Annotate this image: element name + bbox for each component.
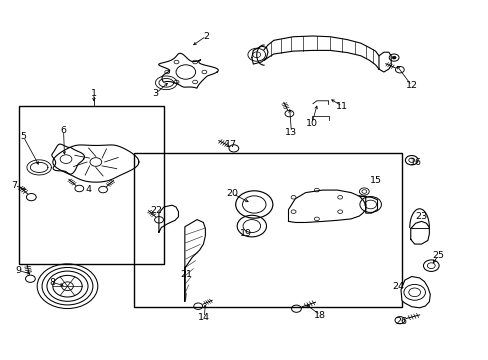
Text: 21: 21	[180, 270, 191, 279]
Circle shape	[391, 56, 395, 59]
Text: 1: 1	[91, 89, 97, 98]
Text: 20: 20	[226, 189, 238, 198]
Text: 11: 11	[336, 102, 347, 111]
Text: 19: 19	[239, 229, 251, 238]
Text: 2: 2	[203, 32, 209, 41]
Text: 18: 18	[314, 310, 325, 320]
Polygon shape	[400, 276, 429, 308]
Text: 13: 13	[285, 128, 297, 137]
Text: 26: 26	[394, 317, 406, 325]
Text: 15: 15	[369, 176, 381, 185]
Polygon shape	[184, 220, 205, 302]
Text: 12: 12	[405, 81, 417, 90]
Text: 4: 4	[86, 185, 92, 194]
Text: 8: 8	[50, 278, 56, 287]
Text: 24: 24	[392, 282, 404, 291]
Text: 10: 10	[305, 119, 317, 128]
Text: 14: 14	[198, 313, 210, 322]
Text: 16: 16	[409, 158, 421, 167]
Text: 23: 23	[415, 212, 427, 221]
Text: 17: 17	[224, 140, 236, 149]
Text: 25: 25	[431, 251, 443, 260]
Text: 9: 9	[16, 266, 21, 275]
Text: 3: 3	[152, 89, 158, 98]
Bar	[19, 106, 164, 264]
Text: 7: 7	[12, 181, 18, 190]
Text: 22: 22	[150, 206, 162, 215]
Text: 6: 6	[61, 126, 66, 135]
Bar	[134, 153, 402, 307]
Text: 5: 5	[20, 132, 26, 141]
